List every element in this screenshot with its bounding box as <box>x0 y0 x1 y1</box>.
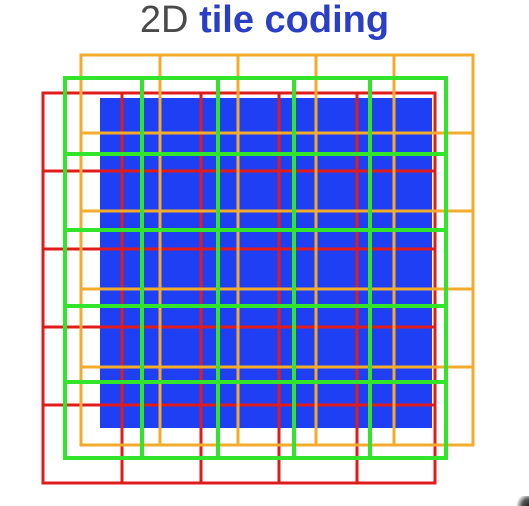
state-space-square <box>100 98 432 428</box>
title-emphasis: tile coding <box>199 0 390 41</box>
title-prefix: 2D <box>139 0 189 41</box>
diagram-title: 2D tile coding <box>0 0 529 44</box>
corner-shadow <box>515 496 529 506</box>
green-tiling-grid <box>63 76 448 460</box>
